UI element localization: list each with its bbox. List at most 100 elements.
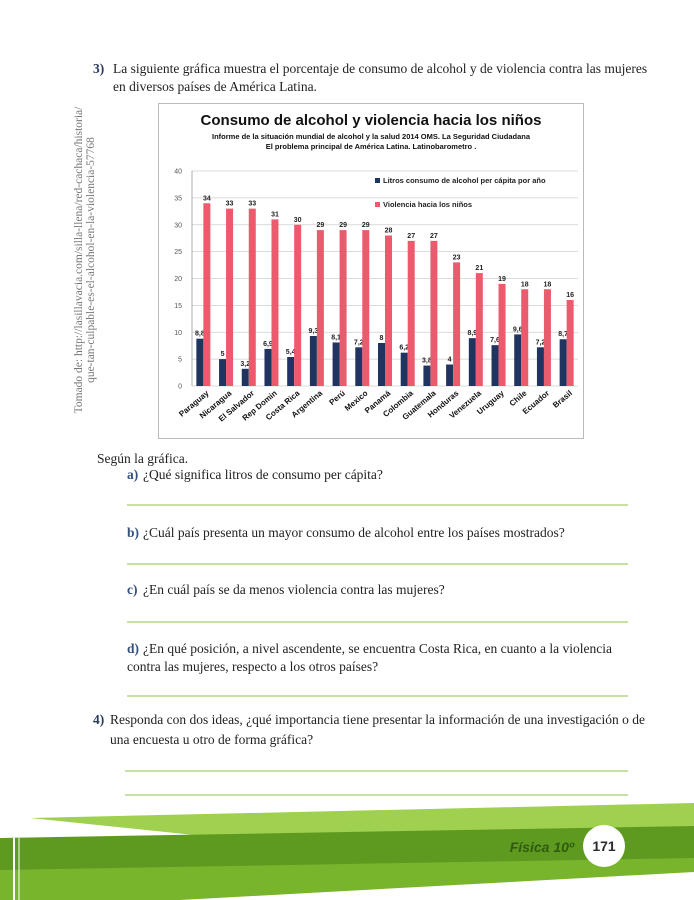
source-note: Tomado de: http://lasillavacia.com/silla… bbox=[73, 106, 97, 414]
source-text: que-tan-culpable-es-el-alcohol-en-la-vio… bbox=[85, 137, 97, 383]
bar bbox=[309, 336, 317, 386]
y-tick-label: 20 bbox=[174, 276, 182, 283]
value-label: 8,9 bbox=[467, 330, 477, 337]
value-label: 3,2 bbox=[240, 361, 250, 368]
bar bbox=[446, 364, 454, 386]
value-label: 29 bbox=[339, 222, 347, 229]
page-number: 171 bbox=[592, 838, 616, 854]
bar bbox=[294, 224, 302, 386]
band bbox=[180, 872, 694, 900]
value-label: 8,7 bbox=[558, 331, 568, 338]
chart-subtitle: El problema principal de América Latina.… bbox=[266, 142, 477, 151]
value-label: 18 bbox=[544, 281, 552, 288]
value-label: 27 bbox=[407, 233, 415, 240]
value-label: 30 bbox=[294, 217, 302, 224]
value-label: 3,8 bbox=[422, 358, 432, 365]
value-label: 5 bbox=[221, 351, 225, 358]
bar bbox=[264, 348, 272, 386]
value-label: 29 bbox=[316, 222, 324, 229]
value-label: 6,2 bbox=[399, 345, 409, 352]
legend-swatch bbox=[375, 178, 380, 183]
bar bbox=[559, 339, 567, 386]
item-text: contra las mujeres, respecto a los otros… bbox=[127, 659, 378, 674]
value-label: 16 bbox=[566, 292, 574, 299]
bar bbox=[332, 342, 340, 386]
value-label: 23 bbox=[453, 254, 461, 261]
page-badge bbox=[583, 825, 625, 867]
item-label: c) bbox=[127, 582, 138, 597]
value-label: 33 bbox=[226, 201, 234, 208]
legend-swatch bbox=[375, 202, 380, 207]
bar bbox=[248, 208, 256, 386]
bar bbox=[287, 356, 295, 386]
item-label: d) bbox=[127, 641, 139, 656]
bar bbox=[378, 343, 385, 386]
value-label: 31 bbox=[271, 211, 279, 218]
chart: Consumo de alcohol y violencia hacia los… bbox=[158, 103, 584, 439]
bar bbox=[468, 338, 476, 386]
bar bbox=[203, 203, 211, 386]
value-label: 21 bbox=[475, 265, 483, 272]
bar bbox=[219, 359, 227, 386]
bar bbox=[491, 345, 499, 386]
intro-text: Según la gráfica. bbox=[97, 451, 188, 466]
item-text: ¿En qué posición, a nivel ascendente, se… bbox=[143, 641, 612, 656]
bar bbox=[385, 235, 392, 386]
bar bbox=[536, 347, 544, 386]
value-label: 27 bbox=[430, 233, 438, 240]
chart-title: Consumo de alcohol y violencia hacia los… bbox=[201, 112, 542, 129]
bar bbox=[543, 289, 551, 386]
bar bbox=[498, 283, 506, 386]
value-label: 7,2 bbox=[536, 339, 546, 346]
y-tick-label: 25 bbox=[174, 249, 182, 256]
bar bbox=[362, 230, 370, 386]
bar bbox=[196, 338, 204, 386]
bar bbox=[316, 230, 324, 386]
value-label: 28 bbox=[385, 228, 393, 235]
y-tick-label: 35 bbox=[174, 195, 182, 202]
value-label: 7,2 bbox=[354, 339, 364, 346]
footer-decoration: Física 10º 171 bbox=[0, 803, 694, 900]
value-label: 9,3 bbox=[309, 328, 319, 335]
item-text: ¿Cuál país presenta un mayor consumo de … bbox=[143, 525, 565, 540]
footer-subject: Física 10º bbox=[510, 839, 575, 855]
bar bbox=[430, 240, 438, 386]
bar bbox=[226, 208, 234, 386]
value-label: 33 bbox=[248, 201, 256, 208]
item-label: a) bbox=[127, 467, 138, 482]
question-text: una encuesta u otro de forma gráfica? bbox=[110, 732, 313, 747]
y-tick-label: 0 bbox=[178, 384, 182, 391]
value-label: 4 bbox=[448, 357, 452, 364]
chart-frame bbox=[158, 103, 584, 439]
item-text: ¿Qué significa litros de consumo per cáp… bbox=[143, 467, 383, 482]
value-label: 7,6 bbox=[490, 337, 500, 344]
legend-label: Violencia hacia los niños bbox=[383, 200, 472, 209]
value-label: 29 bbox=[362, 222, 370, 229]
value-label: 6,9 bbox=[263, 341, 273, 348]
value-label: 19 bbox=[498, 276, 506, 283]
y-tick-label: 5 bbox=[178, 357, 182, 364]
bar bbox=[271, 219, 279, 386]
item-label: b) bbox=[127, 525, 139, 540]
value-label: 8,1 bbox=[331, 334, 341, 341]
bar bbox=[453, 262, 461, 386]
bar bbox=[521, 289, 529, 386]
bar bbox=[400, 352, 408, 386]
chart-subtitle: Informe de la situación mundial de alcoh… bbox=[212, 132, 531, 141]
value-label: 8 bbox=[380, 335, 384, 342]
question-text: La siguiente gráfica muestra el porcenta… bbox=[113, 61, 647, 76]
value-label: 8,8 bbox=[195, 331, 205, 338]
value-label: 34 bbox=[203, 195, 211, 202]
source-text: Tomado de: http://lasillavacia.com/silla… bbox=[73, 106, 85, 414]
item-text: ¿En cuál país se da menos violencia cont… bbox=[143, 582, 445, 597]
bar bbox=[355, 347, 363, 386]
y-tick-label: 40 bbox=[174, 169, 182, 176]
value-label: 18 bbox=[521, 281, 529, 288]
y-tick-label: 10 bbox=[174, 330, 182, 337]
value-label: 9,6 bbox=[513, 326, 523, 333]
y-tick-label: 30 bbox=[174, 222, 182, 229]
question-text: en diversos países de América Latina. bbox=[113, 79, 317, 94]
question-number: 3) bbox=[93, 61, 104, 76]
